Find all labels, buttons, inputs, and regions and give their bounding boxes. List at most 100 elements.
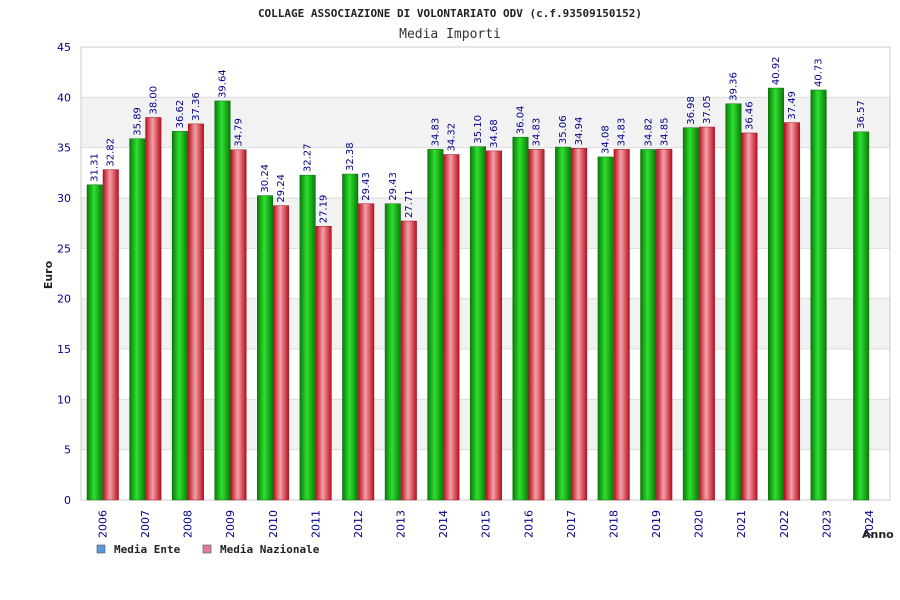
bar-media-nazionale xyxy=(613,149,630,501)
x-tick-label: 2009 xyxy=(224,510,237,538)
bar-media-nazionale xyxy=(358,203,375,501)
bar-media-nazionale xyxy=(443,154,460,501)
data-label: 35.89 xyxy=(132,107,143,136)
y-axis-label: Euro xyxy=(42,260,55,289)
bar-media-ente xyxy=(640,149,657,501)
data-label: 36.62 xyxy=(175,100,186,129)
x-tick-label: 2014 xyxy=(437,510,450,538)
x-tick-label: 2024 xyxy=(863,510,876,538)
x-tick-label: 2017 xyxy=(565,510,578,538)
bar-media-nazionale xyxy=(571,148,588,501)
data-label: 35.06 xyxy=(558,115,569,144)
y-axis-ticks: 0 5 10 15 20 25 30 35 40 45 xyxy=(57,41,71,507)
bar-media-nazionale xyxy=(400,220,417,501)
bar-media-ente xyxy=(682,127,699,501)
x-tick-label: 2010 xyxy=(267,510,280,538)
data-label: 27.71 xyxy=(404,189,415,218)
bar-media-ente xyxy=(427,149,444,501)
data-label: 38.00 xyxy=(148,86,159,115)
data-label: 40.73 xyxy=(814,58,825,87)
y-tick-label: 45 xyxy=(57,41,71,54)
bar-media-nazionale xyxy=(187,123,204,501)
bar-media-ente xyxy=(214,100,231,501)
bars: 31.31 32.82 35.89 38.00 36.62 37.36 39.64 34.79… xyxy=(86,56,870,501)
data-label: 36.57 xyxy=(856,100,867,129)
bar-media-ente xyxy=(768,87,785,501)
x-tick-label: 2019 xyxy=(650,510,663,538)
bar-media-nazionale xyxy=(315,226,332,501)
bar-media-ente xyxy=(342,173,359,501)
y-tick-label: 25 xyxy=(57,242,71,255)
data-label: 36.04 xyxy=(516,106,527,135)
data-label: 34.79 xyxy=(233,118,244,147)
data-label: 32.27 xyxy=(303,144,314,173)
data-label: 34.08 xyxy=(601,125,612,154)
data-label: 34.83 xyxy=(617,118,628,147)
data-label: 32.38 xyxy=(345,142,356,171)
bar-media-nazionale xyxy=(784,122,801,501)
x-axis-label: Anno xyxy=(862,528,894,541)
data-label: 40.92 xyxy=(771,56,782,85)
bar-media-nazionale xyxy=(145,117,162,501)
x-tick-label: 2013 xyxy=(395,510,408,538)
legend-swatch xyxy=(96,544,106,554)
x-tick-label: 2016 xyxy=(522,510,535,538)
data-label: 39.36 xyxy=(728,72,739,101)
bar-media-nazionale xyxy=(698,126,715,501)
data-label: 37.49 xyxy=(787,91,798,120)
grid-band xyxy=(81,47,890,98)
x-tick-label: 2015 xyxy=(480,510,493,538)
data-label: 34.94 xyxy=(574,117,585,146)
bar-media-nazionale xyxy=(102,169,119,501)
chart-title: COLLAGE ASSOCIAZIONE DI VOLONTARIATO ODV… xyxy=(258,7,642,20)
y-tick-label: 10 xyxy=(57,393,71,406)
x-tick-label: 2008 xyxy=(182,510,195,538)
x-tick-label: 2022 xyxy=(778,510,791,538)
chart-subtitle: Media Importi xyxy=(399,27,501,42)
data-label: 27.19 xyxy=(319,195,330,224)
bar-media-ente xyxy=(725,103,742,501)
data-label: 34.82 xyxy=(643,118,654,147)
data-label: 36.98 xyxy=(686,96,697,125)
data-label: 35.10 xyxy=(473,115,484,144)
data-label: 29.43 xyxy=(388,172,399,201)
data-label: 30.24 xyxy=(260,164,271,193)
bar-media-nazionale xyxy=(528,149,545,501)
bar-media-ente xyxy=(86,184,103,501)
bar-media-ente xyxy=(853,131,870,501)
legend: Media Ente Media Nazionale xyxy=(96,543,320,556)
data-label: 29.24 xyxy=(276,174,287,203)
x-tick-label: 2023 xyxy=(820,510,833,538)
bar-media-ente xyxy=(171,131,188,501)
y-tick-label: 40 xyxy=(57,91,71,104)
legend-label: Media Nazionale xyxy=(220,543,320,556)
x-tick-label: 2006 xyxy=(97,510,110,538)
data-label: 34.83 xyxy=(532,118,543,147)
data-label: 34.85 xyxy=(659,118,670,147)
bar-media-nazionale xyxy=(485,150,502,501)
bar-media-nazionale xyxy=(656,148,673,501)
x-tick-label: 2020 xyxy=(693,510,706,538)
data-label: 37.05 xyxy=(702,95,713,124)
data-label: 29.43 xyxy=(361,172,372,201)
y-tick-label: 15 xyxy=(57,343,71,356)
data-label: 34.32 xyxy=(446,123,457,152)
y-tick-label: 30 xyxy=(57,192,71,205)
y-tick-label: 0 xyxy=(64,494,71,507)
data-label: 32.82 xyxy=(106,138,117,167)
x-tick-label: 2018 xyxy=(607,510,620,538)
data-label: 31.31 xyxy=(90,153,101,182)
legend-label: Media Ente xyxy=(114,543,181,556)
bar-media-ente xyxy=(597,156,614,501)
bar-media-ente xyxy=(469,146,486,501)
bar-media-ente xyxy=(129,138,146,501)
bar-media-nazionale xyxy=(273,205,290,501)
bar-media-ente xyxy=(384,203,401,501)
bar-media-nazionale xyxy=(741,132,758,501)
bar-media-ente xyxy=(512,136,529,501)
data-label: 36.46 xyxy=(744,101,755,130)
data-label: 34.68 xyxy=(489,119,500,148)
bar-media-ente xyxy=(555,146,572,501)
y-tick-label: 20 xyxy=(57,293,71,306)
